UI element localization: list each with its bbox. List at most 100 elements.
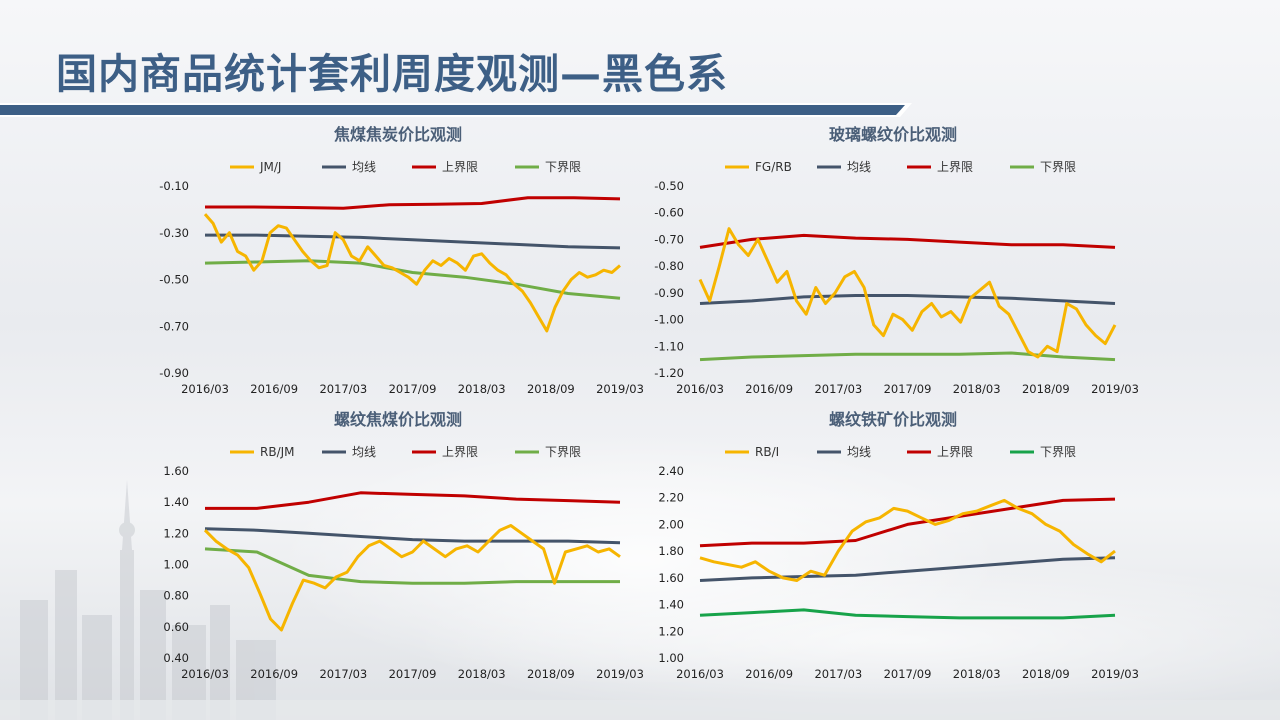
x-tick-label: 2018/09	[527, 382, 575, 396]
legend-label: 下界限	[1040, 160, 1076, 174]
chart-svg: 焦煤焦炭价比观测 JM/J 均线 上界限 下界限 -0.10 -0.30 -0.50 -0.70…	[159, 125, 644, 396]
title-underline-bar	[0, 103, 912, 117]
legend-label: 下界限	[545, 160, 581, 174]
series-line-1	[205, 233, 621, 250]
series-line-0	[203, 213, 621, 333]
x-tick-label: 2018/03	[458, 382, 506, 396]
y-tick-label: -0.50	[159, 273, 189, 287]
y-tick-label: 1.60	[163, 464, 189, 478]
x-tick-label: 2016/09	[250, 382, 298, 396]
legend-label: 下界限	[1040, 445, 1076, 459]
y-tick-label: 0.40	[163, 651, 189, 665]
legend-label: 均线	[352, 160, 376, 174]
legend-label: 上界限	[937, 160, 973, 174]
y-tick-label: -1.10	[654, 339, 684, 353]
chart-fg-rb: 玻璃螺纹价比观测 FG/RB 均线 上界限 下界限 -0.50 -0.60 -0.70 -0.8…	[645, 120, 1265, 410]
series-line-3	[204, 259, 621, 300]
x-tick-label: 2017/09	[389, 382, 437, 396]
series-line-2	[699, 233, 1116, 249]
y-tick-label: 1.60	[658, 571, 684, 585]
x-tick-label: 2016/03	[676, 667, 724, 681]
chart-svg: 玻璃螺纹价比观测 FG/RB 均线 上界限 下界限 -0.50 -0.60 -0.70 -0.8…	[654, 125, 1139, 396]
y-tick-label: 1.80	[658, 544, 684, 558]
legend-label: RB/I	[755, 445, 779, 459]
y-tick-label: -0.10	[159, 179, 189, 193]
series-line-2	[205, 491, 621, 510]
x-tick-label: 2017/09	[884, 667, 932, 681]
x-tick-label: 2017/03	[814, 667, 862, 681]
legend-label: 下界限	[545, 445, 581, 459]
series-line-0	[699, 498, 1116, 582]
legend-label: FG/RB	[755, 160, 792, 174]
series-line-1	[699, 294, 1116, 305]
series-line-0	[698, 227, 1117, 359]
x-tick-label: 2016/03	[181, 667, 229, 681]
y-tick-label: 0.60	[163, 620, 189, 634]
series-line-3	[699, 608, 1116, 620]
series-line-1	[699, 556, 1116, 582]
y-tick-label: 1.00	[658, 651, 684, 665]
legend-label: JM/J	[259, 160, 281, 174]
y-tick-label: 1.20	[163, 526, 189, 540]
x-tick-label: 2019/03	[1091, 667, 1139, 681]
x-tick-label: 2019/03	[1091, 382, 1139, 396]
y-tick-label: -0.30	[159, 226, 189, 240]
legend-label: RB/JM	[260, 445, 295, 459]
x-tick-label: 2017/09	[884, 382, 932, 396]
y-tick-label: -0.60	[654, 206, 684, 220]
y-tick-label: -0.90	[654, 286, 684, 300]
x-tick-label: 2016/03	[676, 382, 724, 396]
x-tick-label: 2017/03	[319, 667, 367, 681]
chart-svg: 螺纹铁矿价比观测 RB/I 均线 上界限 下界限 2.40 2.20 2.00 1.80 1.60…	[658, 410, 1139, 681]
x-tick-label: 2018/09	[527, 667, 575, 681]
y-tick-label: 1.00	[163, 558, 189, 572]
series-line-3	[699, 351, 1116, 362]
x-tick-label: 2019/03	[596, 382, 644, 396]
chart-rb-i: 螺纹铁矿价比观测 RB/I 均线 上界限 下界限 2.40 2.20 2.00 1.80 1.60…	[645, 405, 1265, 695]
x-tick-label: 2019/03	[596, 667, 644, 681]
y-tick-label: 2.00	[658, 517, 684, 531]
y-tick-label: 2.40	[658, 464, 684, 478]
legend-label: 上界限	[442, 445, 478, 459]
y-tick-label: 1.40	[658, 598, 684, 612]
y-tick-label: -1.00	[654, 313, 684, 327]
x-tick-label: 2018/03	[953, 382, 1001, 396]
y-tick-label: 2.20	[658, 491, 684, 505]
y-tick-label: -0.50	[654, 179, 684, 193]
chart-jm-j: 焦煤焦炭价比观测 JM/J 均线 上界限 下界限 -0.10 -0.30 -0.50 -0.70…	[150, 120, 770, 410]
series-line-1	[204, 527, 621, 545]
y-tick-label: -0.80	[654, 259, 684, 273]
series-line-2	[205, 196, 621, 210]
x-tick-label: 2016/09	[745, 667, 793, 681]
x-tick-label: 2018/03	[953, 667, 1001, 681]
city-skyline-watermark	[0, 480, 1280, 720]
y-tick-label: -0.90	[159, 366, 189, 380]
x-tick-label: 2017/03	[319, 382, 367, 396]
x-tick-label: 2016/09	[250, 667, 298, 681]
x-tick-label: 2016/09	[745, 382, 793, 396]
chart-title: 螺纹焦煤价比观测	[334, 410, 462, 429]
y-tick-label: -1.20	[654, 366, 684, 380]
x-tick-label: 2018/09	[1022, 667, 1070, 681]
x-tick-label: 2018/09	[1022, 382, 1070, 396]
chart-title: 螺纹铁矿价比观测	[829, 410, 957, 429]
legend-label: 上界限	[442, 160, 478, 174]
chart-svg: 螺纹焦煤价比观测 RB/JM 均线 上界限 下界限 1.60 1.40 1.20 1.00 0.8…	[163, 410, 644, 681]
y-tick-label: -0.70	[654, 232, 684, 246]
legend-label: 均线	[847, 445, 871, 459]
series-line-2	[699, 497, 1116, 548]
x-tick-label: 2016/03	[181, 382, 229, 396]
chart-rb-jm: 螺纹焦煤价比观测 RB/JM 均线 上界限 下界限 1.60 1.40 1.20 1.00 0.8…	[150, 405, 770, 695]
chart-title: 焦煤焦炭价比观测	[333, 125, 462, 144]
legend-label: 均线	[352, 445, 376, 459]
x-tick-label: 2018/03	[458, 667, 506, 681]
y-tick-label: -0.70	[159, 319, 189, 333]
chart-title: 玻璃螺纹价比观测	[829, 125, 957, 144]
x-tick-label: 2017/03	[814, 382, 862, 396]
x-tick-label: 2017/09	[389, 667, 437, 681]
legend-label: 上界限	[937, 445, 973, 459]
page-title: 国内商品统计套利周度观测—黑色系	[56, 50, 728, 98]
legend-label: 均线	[847, 160, 871, 174]
series-line-3	[204, 547, 620, 585]
